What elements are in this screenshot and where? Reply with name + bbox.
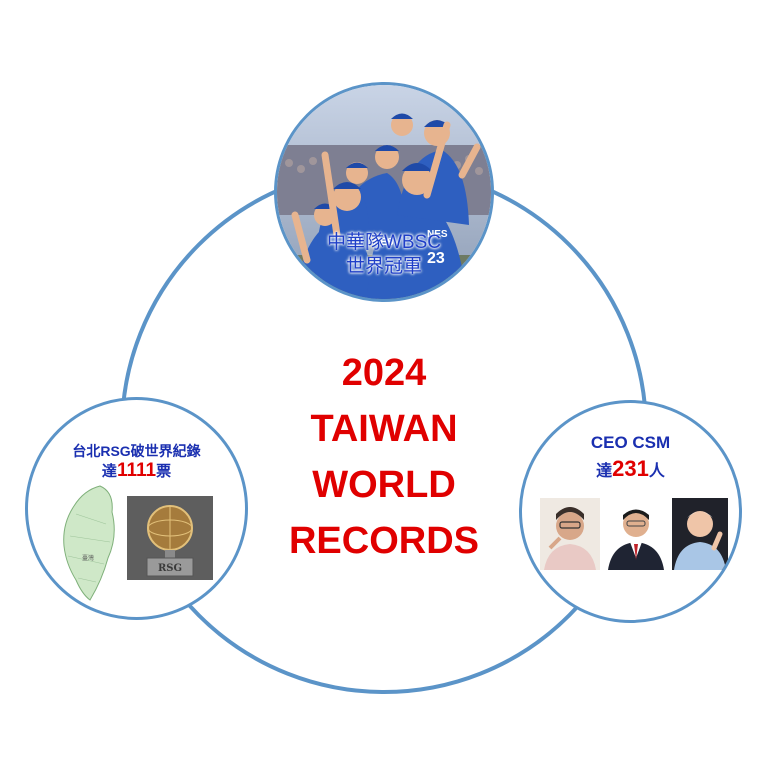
wbsc-caption-line1: 中華隊WBSC <box>326 232 441 253</box>
node-wbsc-champions: NES NES 23 中華隊WBSC 世界冠軍 <box>274 82 494 302</box>
title-world: WORLD <box>312 464 456 506</box>
rsg-count-suffix: 票 <box>156 463 172 480</box>
title-year: 2024 <box>341 352 427 394</box>
person-photo-1 <box>540 498 600 570</box>
jersey-number: 23 <box>427 250 445 267</box>
ceo-count-suffix: 人 <box>648 463 665 480</box>
rsg-count-prefix: 達 <box>101 463 117 480</box>
ceo-csm-title: CEO CSM <box>590 433 671 452</box>
person-photo-2 <box>606 498 666 570</box>
person-photo-3 <box>672 498 728 570</box>
node-ceo-csm: CEO CSM 達231人 <box>519 400 742 623</box>
taiwan-map: 臺灣 <box>63 485 115 601</box>
title-taiwan: TAIWAN <box>310 408 458 450</box>
ceo-count-prefix: 達 <box>596 463 613 480</box>
map-label: 臺灣 <box>82 554 94 562</box>
node-rsg-record: 台北RSG破世界紀錄 達1111票 臺灣 RSG <box>25 397 248 620</box>
globe-trophy-icon: RSG <box>127 496 213 580</box>
rsg-count-line: 達1111票 <box>28 460 245 482</box>
rsg-count: 1111 <box>116 460 157 481</box>
rsg-title: 台北RSG破世界紀錄 <box>72 443 201 459</box>
baseball-team-illustration: NES NES 23 <box>277 85 491 299</box>
rsg-trophy-photo: RSG <box>127 496 213 580</box>
trophy-label: RSG <box>158 563 182 574</box>
ceo-count: 231 <box>612 456 649 481</box>
title-records: RECORDS <box>288 520 480 562</box>
jersey-text-1: NES <box>373 237 394 248</box>
jersey-text-2: NES <box>427 229 448 240</box>
wbsc-caption-line2: 世界冠軍 <box>345 256 422 277</box>
ceo-count-line: 達231人 <box>522 456 739 482</box>
